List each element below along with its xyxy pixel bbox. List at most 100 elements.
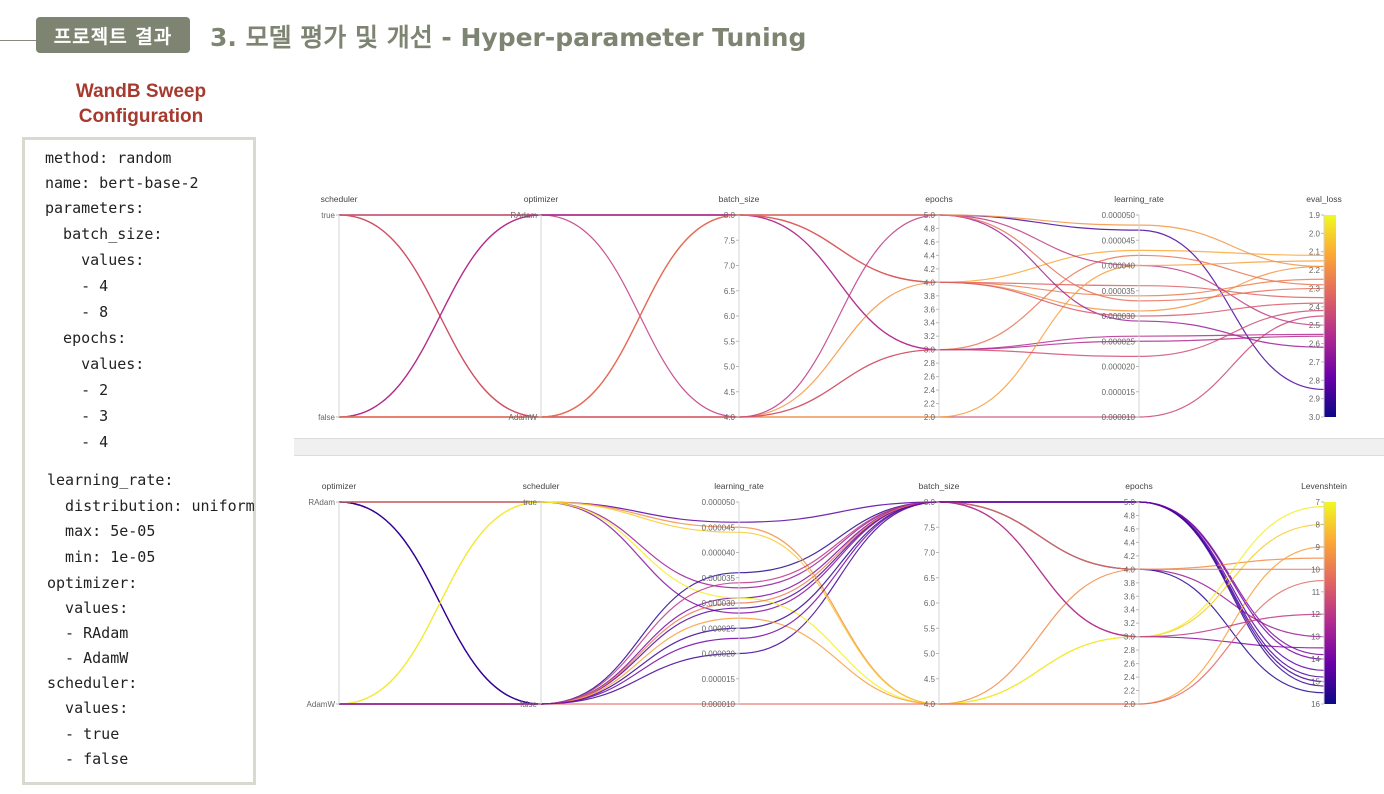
tick-label: 2.1 (1309, 248, 1321, 257)
axis-title: eval_loss (1306, 194, 1341, 204)
tick-label: 0.000045 (702, 523, 736, 532)
run-line[interactable] (339, 214, 1325, 391)
axis-title: optimizer (322, 481, 357, 491)
tick-label: 3.0 (1124, 633, 1136, 642)
axis-scheduler[interactable]: scheduler true false (520, 481, 560, 709)
axis-title: epochs (925, 194, 952, 204)
tick-label: 0.000020 (1102, 363, 1136, 372)
axis-title: epochs (1125, 481, 1152, 491)
tick-label: 2.3 (1309, 284, 1321, 293)
tick-label: 4.5 (724, 388, 736, 397)
tick-label: 0.000030 (702, 599, 736, 608)
tick-label: 2.6 (1124, 660, 1136, 669)
tick-label: 5.0 (924, 650, 936, 659)
axis-title: batch_size (919, 481, 960, 491)
tick-label: 5.0 (924, 211, 936, 220)
sweep-title-line-2: Configuration (78, 106, 204, 127)
config-line: method: random (45, 149, 172, 167)
run-line[interactable] (338, 214, 1325, 418)
tick-label: 6.0 (924, 599, 936, 608)
tick-label: 0.000035 (1102, 287, 1136, 296)
run-line[interactable] (338, 214, 1325, 418)
config-line: scheduler: (47, 674, 138, 692)
tick-label: 2.5 (1309, 321, 1321, 330)
axis-epochs[interactable]: epochs 5.0 4.8 4.6 4.4 4.2 4.0 3.8 3.6 3.4 3.2 3.0 2… (1124, 481, 1153, 709)
colorbar (1324, 215, 1336, 417)
run-line[interactable] (338, 214, 1325, 418)
tick-label: RAdam (308, 498, 335, 507)
config-line: learning_rate: (47, 471, 174, 489)
axis-epochs[interactable]: epochs 5.0 4.8 4.6 4.4 4.2 4.0 3.8 3.6 3.4 3.2 3.0 2… (924, 194, 953, 422)
tick-label: 16 (1311, 700, 1320, 709)
tick-label: 2.7 (1309, 358, 1321, 367)
tick-label: 3.8 (1124, 579, 1136, 588)
config-line: - 3 (45, 407, 109, 425)
sweep-config-title: WandB Sweep Configuration (46, 79, 236, 129)
tick-label: RAdam (510, 211, 537, 220)
tick-label: 6.5 (924, 574, 936, 583)
run-line[interactable] (338, 501, 1325, 705)
tick-label: 3.8 (924, 292, 936, 301)
tick-label: 0.000050 (1102, 211, 1136, 220)
tick-label: 2.8 (924, 359, 936, 368)
tick-label: 2.2 (924, 400, 936, 409)
run-line[interactable] (338, 214, 1325, 418)
section-badge: 프로젝트 결과 (36, 17, 190, 53)
axis-optimizer[interactable]: optimizer RAdam AdamW (509, 194, 559, 422)
axis-learning-rate[interactable]: learning_rate 0.000050 0.000045 0.000040 0.0… (702, 481, 764, 709)
run-lines (338, 501, 1325, 705)
tick-label: 0.000050 (702, 498, 736, 507)
config-line: values: (47, 699, 129, 717)
axis-levenshtein[interactable]: Levenshtein 7 8 9 10 11 12 13 14 15 16 (1301, 481, 1347, 709)
tick-label: 3.6 (924, 305, 936, 314)
run-line[interactable] (338, 501, 1325, 705)
tick-label: 4.0 (1124, 565, 1136, 574)
axis-batch-size[interactable]: batch_size 8.0 7.5 7.0 6.5 6.0 5.5 5.0 4.5 4.0 (919, 481, 960, 709)
tick-label: 2.4 (1124, 673, 1136, 682)
config-line: values: (45, 251, 145, 269)
run-line[interactable] (338, 260, 1325, 418)
run-line[interactable] (338, 214, 1325, 418)
tick-label: 0.000035 (702, 574, 736, 583)
config-line: epochs: (45, 329, 127, 347)
colorbar (1324, 502, 1336, 704)
axis-eval-loss[interactable]: eval_loss 1.9 2.0 2.1 2.2 2.3 2.4 2.5 2.6 2.7 2.8 2… (1306, 194, 1341, 422)
tick-label: 4.8 (924, 224, 936, 233)
tick-label: 14 (1311, 655, 1320, 664)
tick-label: 5.5 (924, 624, 936, 633)
run-line[interactable] (338, 501, 1325, 705)
axis-title: learning_rate (1114, 194, 1164, 204)
axis-title: batch_size (719, 194, 760, 204)
run-line[interactable] (339, 214, 1325, 351)
run-line[interactable] (338, 214, 1325, 418)
tick-label: 4.8 (1124, 511, 1136, 520)
axis-optimizer[interactable]: optimizer RAdam AdamW (307, 481, 357, 709)
run-line[interactable] (339, 501, 1325, 705)
run-line[interactable] (338, 309, 1325, 418)
parallel-coordinates-chart-eval-loss: scheduler true false optimizer RAdam AdamW bat… (318, 194, 1342, 422)
run-line[interactable] (338, 214, 1325, 418)
axis-learning-rate[interactable]: learning_rate 0.000050 0.000045 0.000040 0.0… (1102, 194, 1164, 422)
config-line: - false (47, 750, 129, 768)
page-title: 3. 모델 평가 및 개선 - Hyper-parameter Tuning (210, 23, 807, 52)
tick-label: 0.000015 (1102, 388, 1136, 397)
tick-label: 0.000045 (1102, 236, 1136, 245)
run-line[interactable] (338, 214, 1325, 418)
tick-label: 2.2 (1124, 687, 1136, 696)
run-line[interactable] (338, 546, 1325, 705)
tick-label: 5.0 (724, 363, 736, 372)
chart-divider (294, 438, 1384, 456)
config-line: optimizer: (47, 574, 138, 592)
tick-label: 7.0 (924, 549, 936, 558)
tick-label: 7.5 (724, 236, 736, 245)
config-line: min: 1e-05 (47, 548, 156, 566)
config-line: - 4 (45, 433, 109, 451)
tick-label: 3.4 (924, 319, 936, 328)
tick-label: 4.6 (924, 238, 936, 247)
axis-title: optimizer (524, 194, 559, 204)
run-line[interactable] (338, 214, 1325, 418)
axis-batch-size[interactable]: batch_size 8.0 7.5 7.0 6.5 6.0 5.5 5.0 4.5 4.0 (719, 194, 760, 422)
tick-label: true (523, 498, 537, 507)
axis-scheduler[interactable]: scheduler true false (318, 194, 358, 422)
run-line[interactable] (338, 214, 1325, 418)
